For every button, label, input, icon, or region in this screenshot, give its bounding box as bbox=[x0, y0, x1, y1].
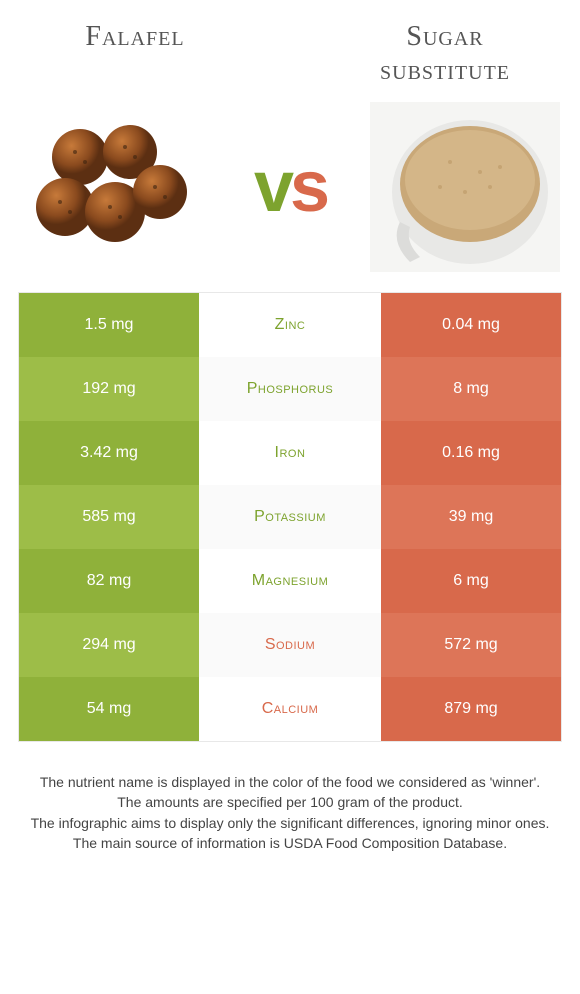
nutrient-name: Calcium bbox=[199, 677, 381, 741]
footer-notes: The nutrient name is displayed in the co… bbox=[0, 742, 580, 873]
nutrient-table: 1.5 mgZinc0.04 mg192 mgPhosphorus8 mg3.4… bbox=[18, 292, 562, 742]
table-row: 1.5 mgZinc0.04 mg bbox=[19, 293, 561, 357]
right-value: 8 mg bbox=[381, 357, 561, 421]
nutrient-name: Phosphorus bbox=[199, 357, 381, 421]
falafel-image bbox=[20, 97, 210, 277]
images-row: vs bbox=[0, 87, 580, 292]
left-value: 3.42 mg bbox=[19, 421, 199, 485]
left-value: 294 mg bbox=[19, 613, 199, 677]
left-value: 192 mg bbox=[19, 357, 199, 421]
footer-line: The main source of information is USDA F… bbox=[20, 833, 560, 853]
falafel-icon bbox=[30, 117, 200, 257]
table-row: 585 mgPotassium39 mg bbox=[19, 485, 561, 549]
footer-line: The infographic aims to display only the… bbox=[20, 813, 560, 833]
table-row: 54 mgCalcium879 mg bbox=[19, 677, 561, 741]
table-row: 3.42 mgIron0.16 mg bbox=[19, 421, 561, 485]
footer-line: The amounts are specified per 100 gram o… bbox=[20, 792, 560, 812]
right-value: 0.16 mg bbox=[381, 421, 561, 485]
left-value: 54 mg bbox=[19, 677, 199, 741]
sugar-icon bbox=[370, 102, 560, 272]
right-food-title: Sugar substitute bbox=[340, 20, 550, 87]
table-row: 294 mgSodium572 mg bbox=[19, 613, 561, 677]
table-row: 82 mgMagnesium6 mg bbox=[19, 549, 561, 613]
right-value: 0.04 mg bbox=[381, 293, 561, 357]
header: Falafel Sugar substitute bbox=[0, 0, 580, 87]
vs-label: vs bbox=[254, 146, 326, 228]
right-value: 879 mg bbox=[381, 677, 561, 741]
sugar-substitute-image bbox=[370, 97, 560, 277]
right-value: 6 mg bbox=[381, 549, 561, 613]
nutrient-name: Iron bbox=[199, 421, 381, 485]
left-food-title: Falafel bbox=[30, 20, 240, 54]
nutrient-name: Magnesium bbox=[199, 549, 381, 613]
table-row: 192 mgPhosphorus8 mg bbox=[19, 357, 561, 421]
nutrient-name: Sodium bbox=[199, 613, 381, 677]
left-value: 82 mg bbox=[19, 549, 199, 613]
left-value: 1.5 mg bbox=[19, 293, 199, 357]
right-value: 39 mg bbox=[381, 485, 561, 549]
footer-line: The nutrient name is displayed in the co… bbox=[20, 772, 560, 792]
right-value: 572 mg bbox=[381, 613, 561, 677]
left-value: 585 mg bbox=[19, 485, 199, 549]
nutrient-name: Zinc bbox=[199, 293, 381, 357]
nutrient-name: Potassium bbox=[199, 485, 381, 549]
